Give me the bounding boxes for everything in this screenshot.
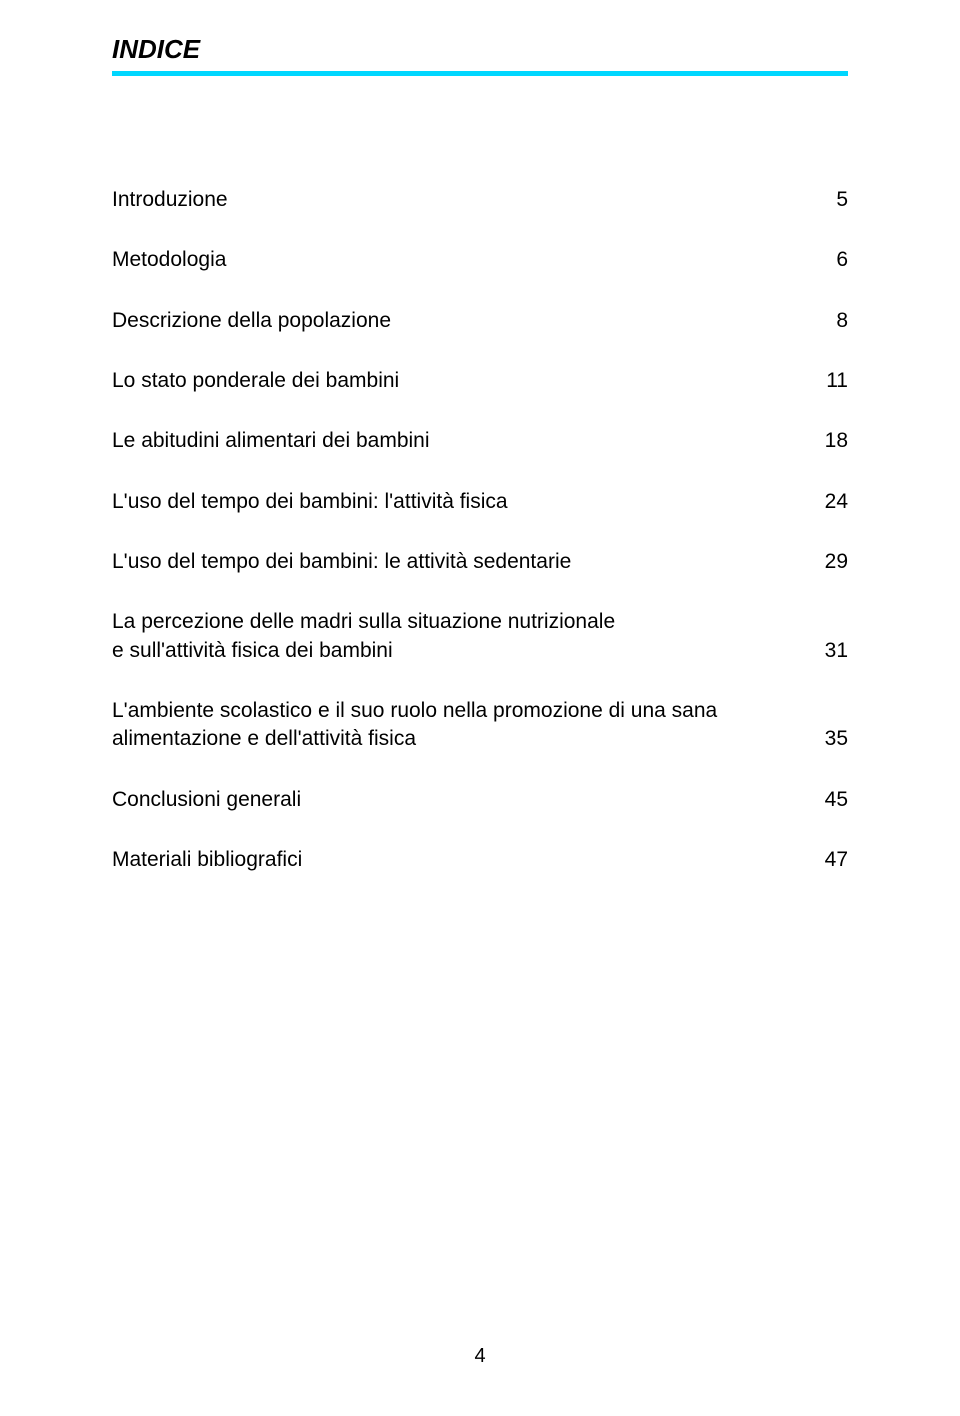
toc-entry: Materiali bibliografici 47 [112, 846, 848, 874]
toc-entry-label: L'ambiente scolastico e il suo ruolo nel… [112, 697, 812, 754]
toc-entry: Descrizione della popolazione 8 [112, 307, 848, 335]
toc-entry-label: Metodologia [112, 246, 812, 274]
toc-entry: Lo stato ponderale dei bambini 11 [112, 367, 848, 395]
title-underline-rule [112, 71, 848, 76]
toc-entry-page: 47 [812, 846, 848, 874]
toc-entry-label: Le abitudini alimentari dei bambini [112, 427, 812, 455]
toc-entry: L'uso del tempo dei bambini: le attività… [112, 548, 848, 576]
toc-entry-label: La percezione delle madri sulla situazio… [112, 608, 812, 665]
toc-entry: Conclusioni generali 45 [112, 786, 848, 814]
toc-entry-label: L'uso del tempo dei bambini: l'attività … [112, 488, 812, 516]
toc-entry-page: 45 [812, 786, 848, 814]
toc-entry-page: 35 [812, 725, 848, 753]
toc-entry-page: 5 [812, 186, 848, 214]
toc-entry-label: Lo stato ponderale dei bambini [112, 367, 812, 395]
toc-entry-label: Conclusioni generali [112, 786, 812, 814]
toc-entry: La percezione delle madri sulla situazio… [112, 608, 848, 665]
page-container: INDICE Introduzione 5 Metodologia 6 Desc… [0, 0, 960, 1416]
toc-entry: Metodologia 6 [112, 246, 848, 274]
toc-entry-page: 18 [812, 427, 848, 455]
toc-entry: L'uso del tempo dei bambini: l'attività … [112, 488, 848, 516]
toc-entry-page: 29 [812, 548, 848, 576]
toc-entry: Introduzione 5 [112, 186, 848, 214]
toc-entry-label: Introduzione [112, 186, 812, 214]
toc-entry-label: L'uso del tempo dei bambini: le attività… [112, 548, 812, 576]
toc-entry-page: 6 [812, 246, 848, 274]
page-title: INDICE [112, 34, 848, 65]
toc-entry-page: 8 [812, 307, 848, 335]
toc-entry-page: 31 [812, 637, 848, 665]
toc-entry-page: 11 [812, 367, 848, 395]
toc-entry-label: Descrizione della popolazione [112, 307, 812, 335]
toc-entry: L'ambiente scolastico e il suo ruolo nel… [112, 697, 848, 754]
toc-entry-label: Materiali bibliografici [112, 846, 812, 874]
page-number: 4 [0, 1345, 960, 1368]
toc-entry: Le abitudini alimentari dei bambini 18 [112, 427, 848, 455]
toc-entry-page: 24 [812, 488, 848, 516]
table-of-contents: Introduzione 5 Metodologia 6 Descrizione… [112, 186, 848, 874]
